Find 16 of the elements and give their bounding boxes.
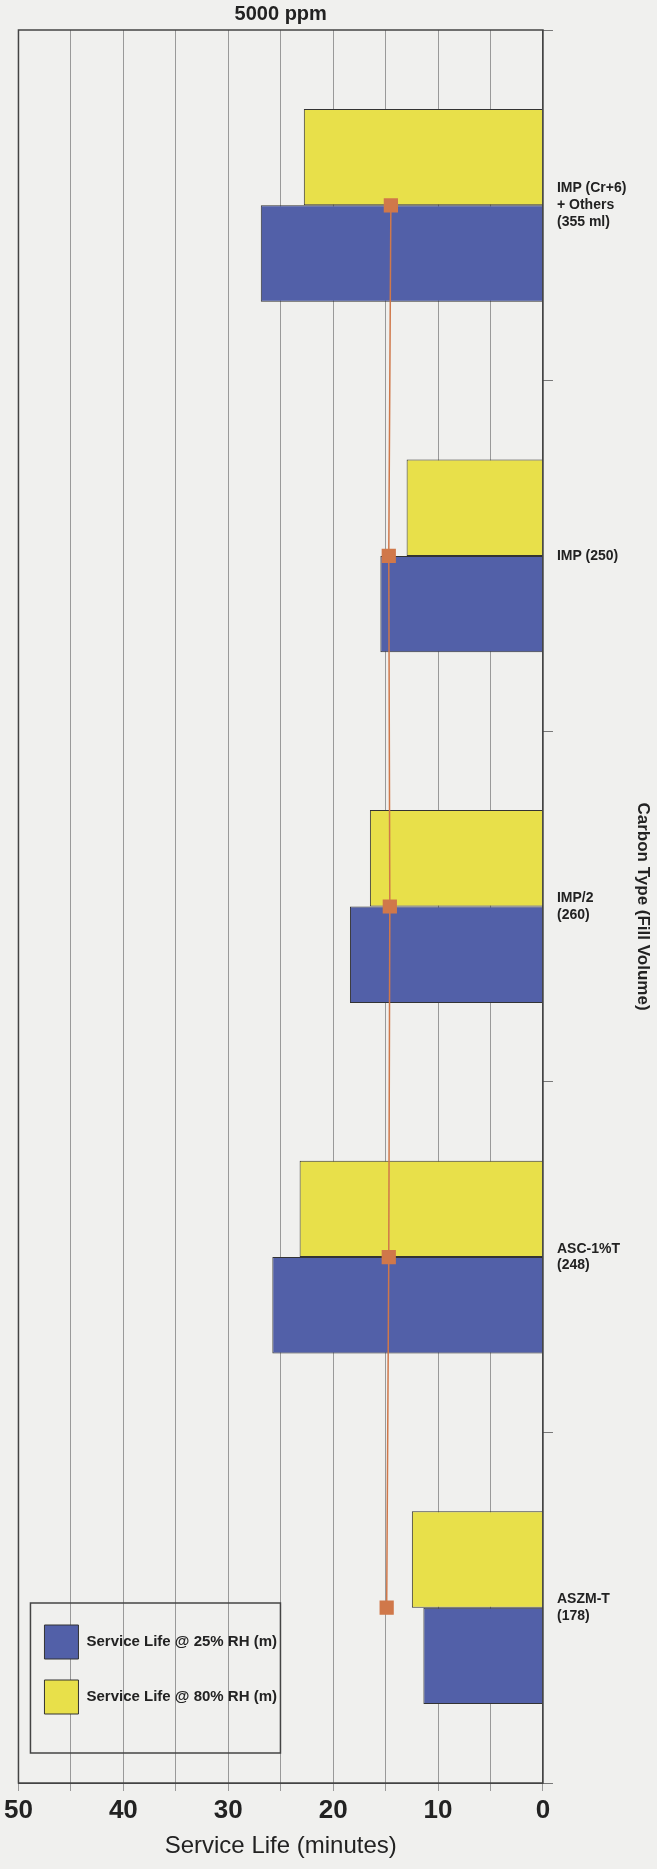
x-tick-label: 40 bbox=[108, 1793, 138, 1824]
x-tick-label: 30 bbox=[213, 1793, 243, 1824]
legend-label: Service Life @ 80% RH (m) bbox=[86, 1687, 277, 1705]
y-tick-label: IMP (Cr+6) + Others (355 ml) bbox=[556, 179, 627, 229]
y-tick-label: IMP (250) bbox=[556, 546, 619, 563]
y-tick-label: ASC-1%T (248) bbox=[556, 1239, 621, 1273]
x-tick-label: 0 bbox=[535, 1793, 551, 1824]
y-axis-title: Carbon Type (Fill Volume) bbox=[634, 802, 654, 1011]
x-tick-label: 10 bbox=[423, 1793, 453, 1824]
chart-title: 5000 ppm bbox=[234, 1, 327, 24]
legend-label: Service Life @ 25% RH (m) bbox=[86, 1632, 277, 1650]
x-axis-title: Service Life (minutes) bbox=[164, 1831, 397, 1859]
x-tick-label: 50 bbox=[4, 1793, 33, 1824]
y-tick-label: ASZM-T (178) bbox=[556, 1590, 611, 1623]
y-tick-label: IMP/2 (260) bbox=[556, 888, 594, 922]
x-tick-label: 20 bbox=[318, 1793, 348, 1824]
